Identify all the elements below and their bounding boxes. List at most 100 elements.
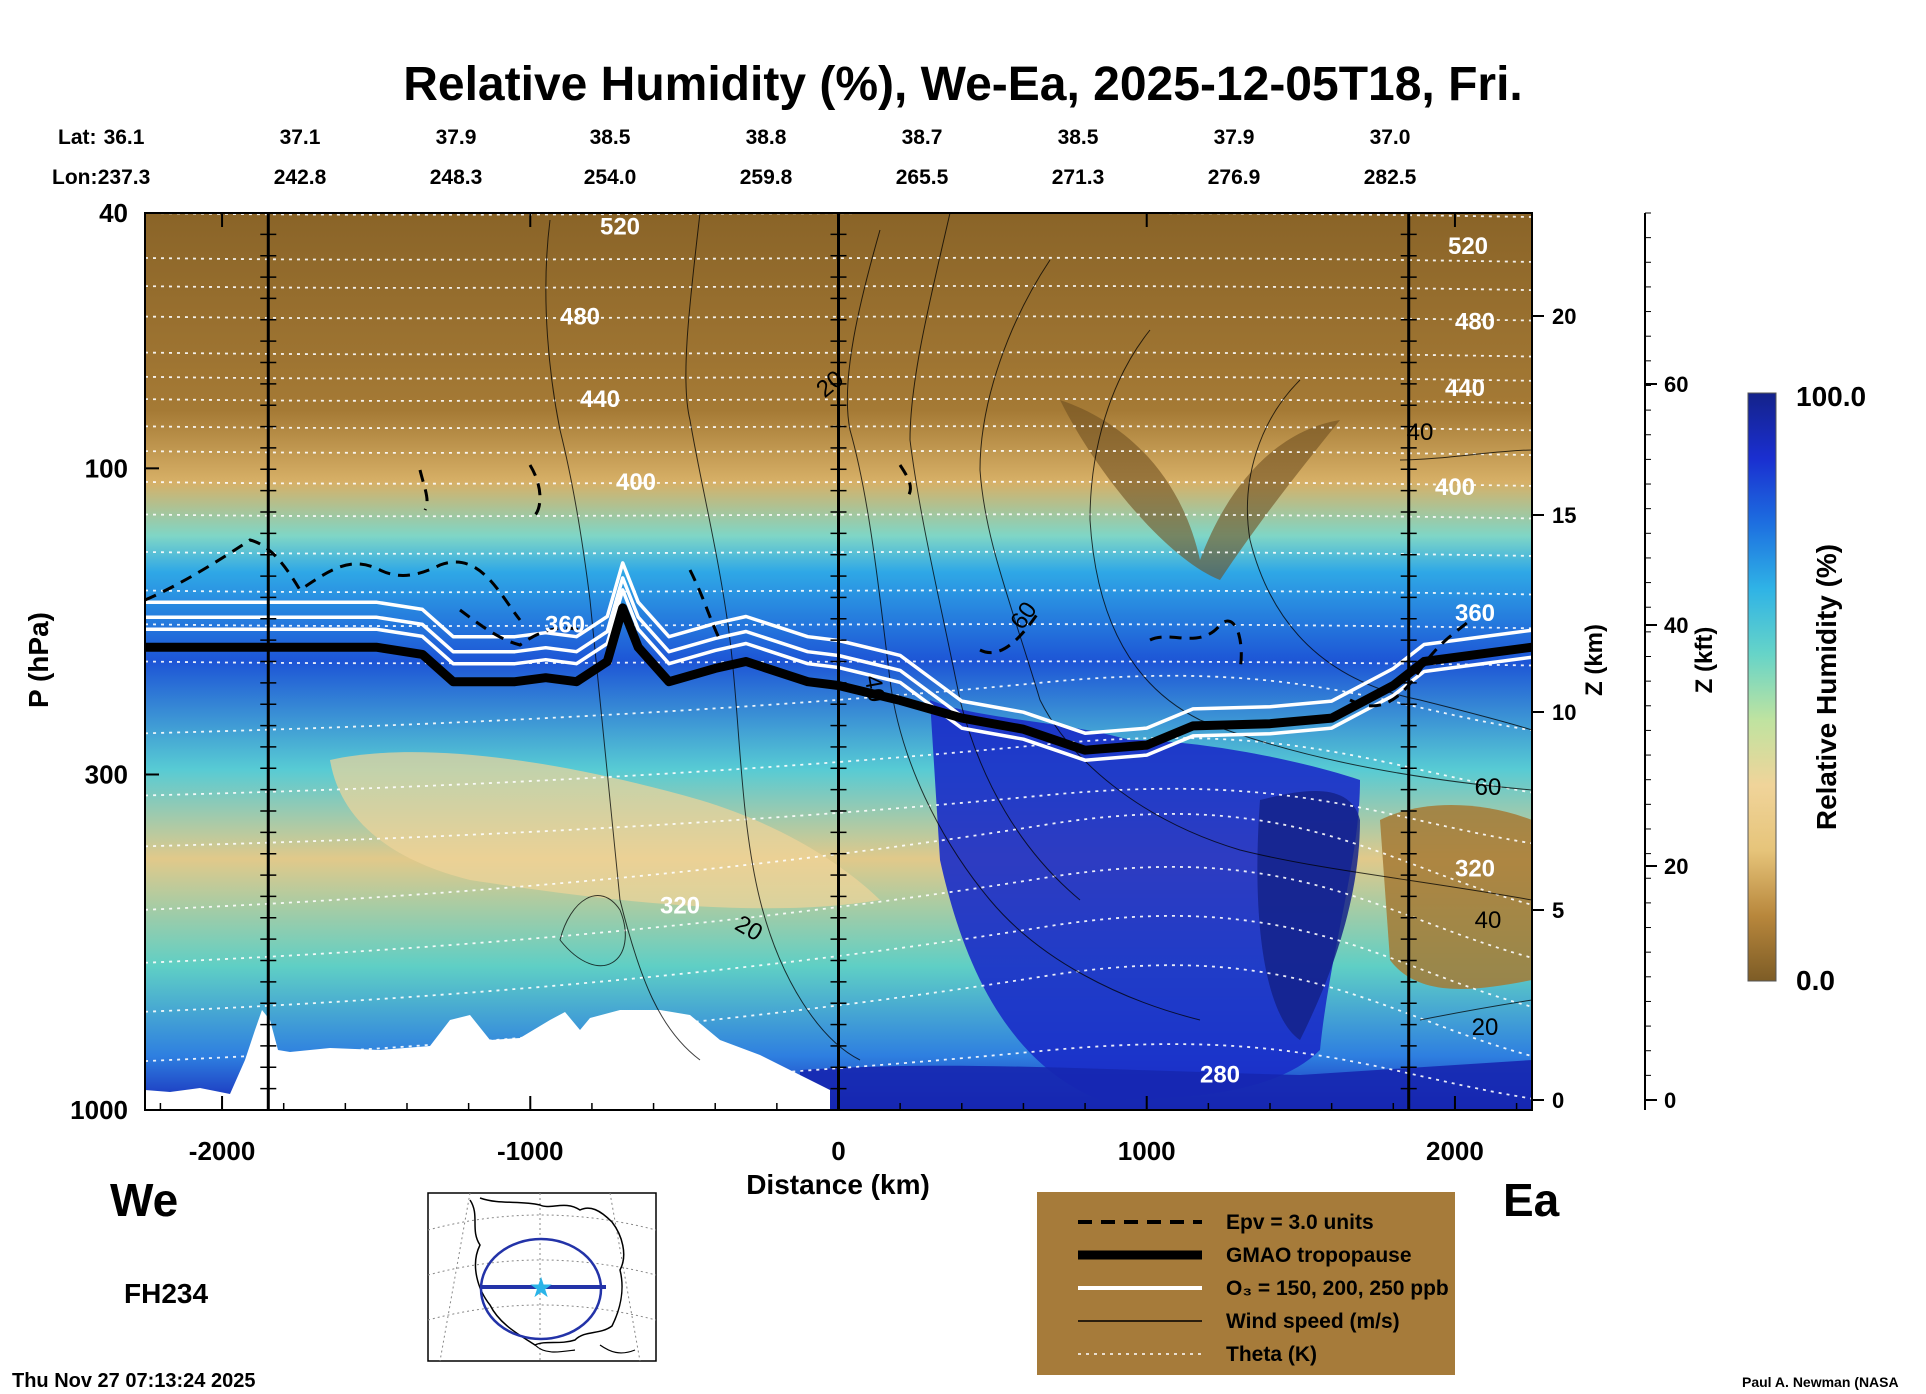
theta-label: 360 xyxy=(1455,600,1495,627)
legend-label: O₃ = 150, 200, 250 ppb xyxy=(1226,1277,1449,1300)
wind-label: 40 xyxy=(1475,907,1502,934)
legend-label: GMAO tropopause xyxy=(1226,1244,1412,1267)
z-km-tick-label: 15 xyxy=(1552,503,1576,528)
lat-value: 37.9 xyxy=(436,126,477,149)
surface-moist-band xyxy=(800,1060,1532,1110)
moist-core-east xyxy=(930,700,1360,1100)
x-tick-labels: -2000 -1000 0 1000 2000 xyxy=(189,1136,1484,1166)
wind-label: 40 xyxy=(859,673,890,704)
lat-value: 38.7 xyxy=(902,126,943,149)
chart-title: Relative Humidity (%), We-Ea, 2025-12-05… xyxy=(403,58,1523,111)
lon-value: 265.5 xyxy=(896,166,949,189)
wind-label: 60 xyxy=(1475,774,1502,801)
epv-contour xyxy=(145,538,522,621)
epv-contour xyxy=(459,608,581,647)
theta-line xyxy=(145,398,1532,405)
vertical-marker-lines xyxy=(260,212,1417,1110)
wind-speed-contours xyxy=(545,213,1532,1061)
theta-line xyxy=(145,660,1532,667)
theta-line xyxy=(145,513,1532,520)
theta-label: 520 xyxy=(1448,233,1488,260)
theta-label: 400 xyxy=(1435,474,1475,501)
z-kft-tick-label: 60 xyxy=(1664,372,1688,397)
y-tick-label: 40 xyxy=(99,198,128,228)
theta-line xyxy=(145,375,1532,382)
epv-contour xyxy=(688,569,722,641)
lon-value: 282.5 xyxy=(1364,166,1417,189)
x-tick-label: -2000 xyxy=(189,1136,256,1166)
theta-line xyxy=(145,623,1532,630)
wind-contour xyxy=(1089,329,1532,791)
lat-value: 38.5 xyxy=(1058,126,1099,149)
y-tick-label: 1000 xyxy=(70,1095,128,1125)
theta-line xyxy=(145,813,1532,911)
y-tick-label: 100 xyxy=(85,453,128,483)
epv-contour xyxy=(898,464,912,502)
theta-labels: 520 520 480 480 440 440 400 400 360 360 320 320 280 xyxy=(545,214,1495,1089)
wind-contour xyxy=(909,213,1081,901)
wind-contour xyxy=(559,895,626,967)
epv-contour xyxy=(1149,619,1243,671)
theta-line xyxy=(145,256,1532,263)
theta-label: 440 xyxy=(1445,375,1485,402)
theta-line xyxy=(145,737,1532,797)
theta-line xyxy=(145,866,1532,964)
x-tick-marks xyxy=(159,213,1518,1110)
theta-label: 480 xyxy=(560,304,600,331)
lat-value: 36.1 xyxy=(104,126,145,149)
epv-contour xyxy=(418,469,429,511)
x-tick-label: 0 xyxy=(831,1136,845,1166)
x-axis-label: Distance (km) xyxy=(746,1169,930,1200)
lat-value: 38.5 xyxy=(590,126,631,149)
dry-pocket-upper xyxy=(1060,400,1340,580)
colorbar xyxy=(1747,392,1777,982)
inset-map-frame xyxy=(427,1192,657,1362)
theta-label: 440 xyxy=(580,386,620,413)
z-km-axis-label: Z (km) xyxy=(1581,624,1608,696)
lon-value: 259.8 xyxy=(740,166,793,189)
credit: Paul A. Newman (NASA xyxy=(1742,1374,1899,1390)
z-km-tick-label: 0 xyxy=(1552,1088,1564,1113)
theta-line xyxy=(145,550,1532,557)
x-tick-label: 1000 xyxy=(1118,1136,1176,1166)
ozone-line xyxy=(145,561,1532,735)
theta-label: 480 xyxy=(1455,308,1495,335)
z-kft-tick-label: 0 xyxy=(1664,1088,1676,1113)
colorbar-min-label: 0.0 xyxy=(1796,965,1835,996)
lon-label: Lon: xyxy=(52,166,97,189)
z-km-tick-label: 20 xyxy=(1552,304,1576,329)
inset-coastline-gulf xyxy=(534,1344,636,1354)
theta-line xyxy=(145,425,1532,432)
x-tick-label: -1000 xyxy=(497,1136,564,1166)
dry-region-west xyxy=(330,752,880,909)
inset-graticule xyxy=(427,1192,657,1362)
theta-line xyxy=(145,315,1532,322)
z-kft-axis: 60 40 20 0 xyxy=(1645,212,1688,1113)
epv-contour xyxy=(979,609,1042,655)
y-axis-label: P (hPa) xyxy=(23,612,54,708)
lat-label: Lat: xyxy=(58,126,97,149)
wind-label: 40 xyxy=(1407,419,1434,446)
x-tick-label: 2000 xyxy=(1426,1136,1484,1166)
theta-line xyxy=(145,674,1532,735)
forecast-hour: FH234 xyxy=(124,1278,208,1309)
theta-line xyxy=(145,450,1532,456)
lon-value: 242.8 xyxy=(274,166,327,189)
terrain xyxy=(145,1010,830,1110)
wind-contour xyxy=(1399,449,1532,461)
z-km-tick-label: 10 xyxy=(1552,700,1576,725)
theta-line xyxy=(145,787,1532,848)
lat-value: 38.8 xyxy=(746,126,787,149)
theta-line xyxy=(145,351,1532,358)
theta-line xyxy=(145,480,1532,487)
epv-contour xyxy=(528,464,542,517)
west-label: We xyxy=(110,1174,178,1226)
theta-label: 520 xyxy=(600,214,640,241)
z-kft-axis-label: Z (kft) xyxy=(1691,627,1718,694)
legend-label: Theta (K) xyxy=(1226,1343,1317,1366)
east-label: Ea xyxy=(1503,1174,1560,1226)
z-kft-tick-label: 40 xyxy=(1664,613,1688,638)
inset-coastline xyxy=(469,1197,625,1346)
